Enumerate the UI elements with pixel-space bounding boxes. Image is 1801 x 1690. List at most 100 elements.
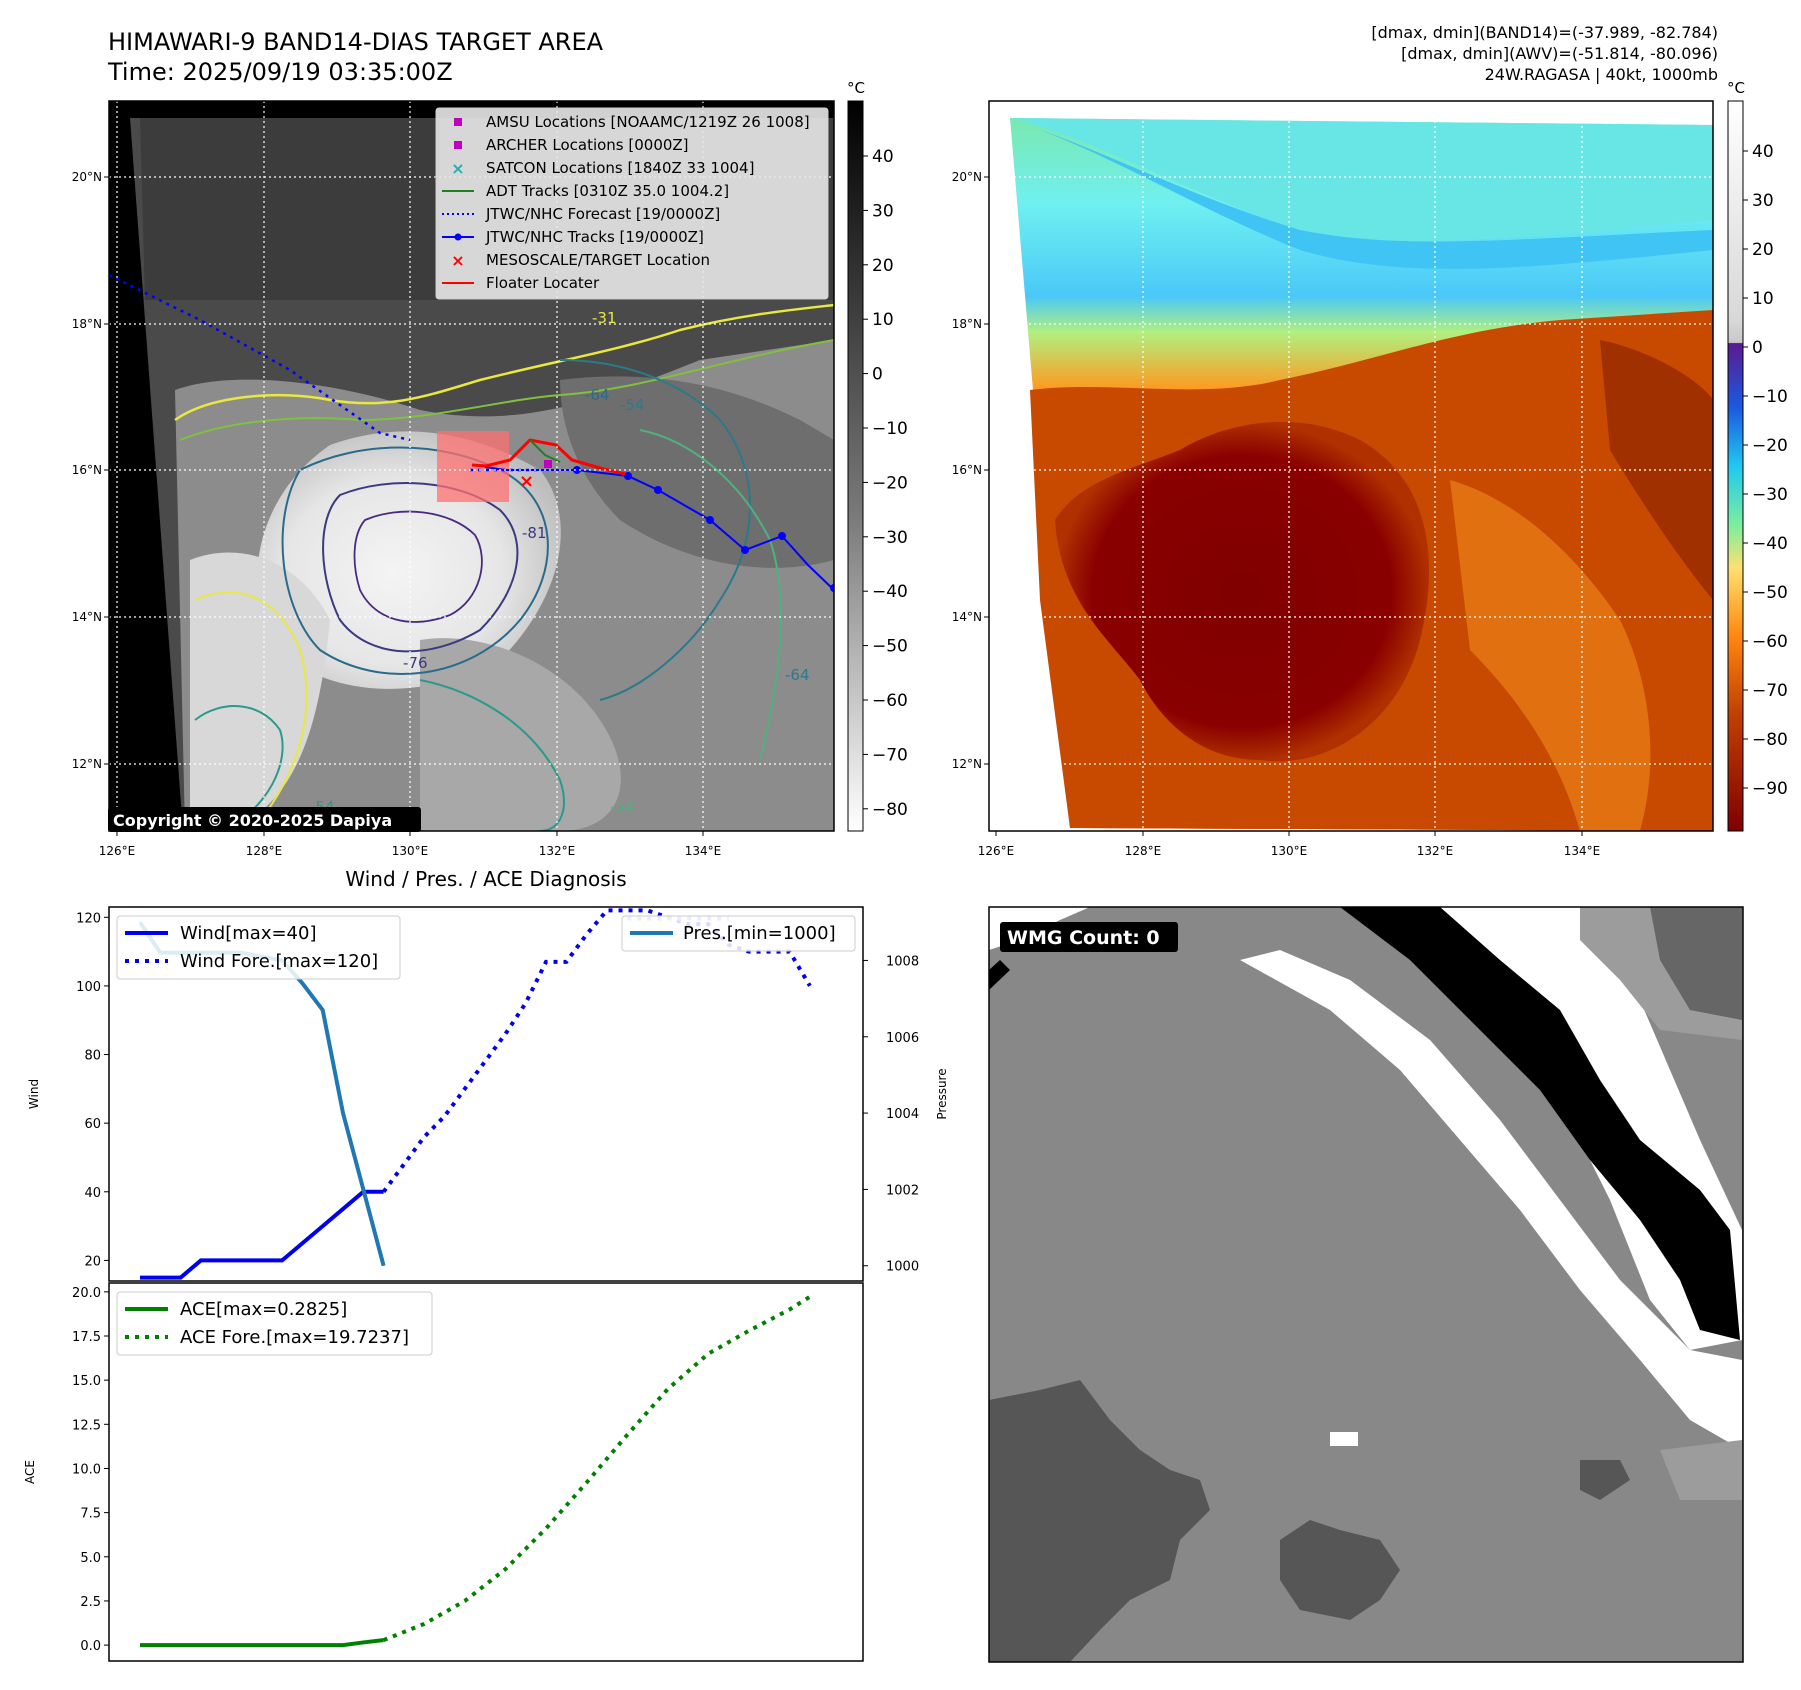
copyright-text: Copyright © 2020-2025 Dapiya — [113, 811, 392, 830]
legend-label: ACE[max=0.2825] — [180, 1299, 347, 1320]
ace-tick-label: 10.0 — [72, 1462, 101, 1477]
legend-entry: JTWC/NHC Forecast [19/0000Z] — [442, 205, 720, 223]
ace-tick-label: 2.5 — [80, 1595, 101, 1610]
colorbar-tick-label: −30 — [1752, 485, 1788, 505]
lat-tick-label: 14°N — [952, 610, 982, 624]
contour-yellow — [174, 303, 834, 422]
legend-entry: ARCHER Locations [0000Z] — [454, 136, 689, 154]
ace-tick-label: 5.0 — [80, 1551, 101, 1566]
wmg-panel: WMG Count: 0 — [988, 906, 1744, 1663]
wind-pressure-chart: Wind Pressure 20 40 60 80 100 120 1000 1002 1004… — [27, 906, 949, 1282]
wind-axis-label: Wind — [27, 1079, 41, 1109]
legend-marker: × — [451, 251, 464, 270]
awv-stats: [dmax, dmin](AWV)=(-51.814, -80.096) — [1401, 44, 1718, 63]
ace-legend-box: ACE[max=0.2825] ACE Fore.[max=19.7237] — [116, 1291, 433, 1356]
colorbar-tick-label: 40 — [872, 147, 894, 167]
band14-colorbar: °C 40 30 20 10 0 −10 −20 −30 −40 −50 −60 −70 −80 — [847, 79, 908, 832]
ace-tick-label: 15.0 — [72, 1374, 101, 1389]
colorbar-tick-label: 0 — [872, 365, 883, 385]
legend-entry: ADT Tracks [0310Z 35.0 1004.2] — [442, 182, 729, 200]
figure-time: Time: 2025/09/19 03:35:00Z — [107, 58, 453, 86]
colorbar-tick-label: −30 — [872, 528, 908, 548]
band14-stats: [dmax, dmin](BAND14)=(-37.989, -82.784) — [1371, 23, 1718, 42]
lon-tick-label: 130°E — [392, 844, 429, 858]
map-legend: AMSU Locations [NOAAMC/1219Z 26 1008] ARC… — [435, 107, 829, 300]
awv-map: 126°E 128°E 130°E 132°E 134°E 20°N 18°N 16°N 14°… — [952, 100, 1714, 858]
colorbar-tick-label: 10 — [872, 310, 894, 330]
lon-tick-label: 128°E — [1125, 844, 1162, 858]
pressure-tick-label: 1008 — [886, 954, 919, 969]
colorbar-tick-label: −70 — [1752, 681, 1788, 701]
colorbar-tick-label: 20 — [1752, 240, 1774, 260]
series-line-ace — [140, 1638, 384, 1648]
ace-tick-label: 20.0 — [72, 1286, 101, 1301]
lon-tick-label: 132°E — [1417, 844, 1454, 858]
wmg-dark-region — [989, 1380, 1210, 1662]
legend-label: Pres.[min=1000] — [683, 923, 836, 944]
wind-tick-label: 120 — [76, 911, 101, 926]
colorbar-tick-label: −40 — [872, 582, 908, 602]
floater-track — [471, 438, 626, 476]
colorbar-tick-label: −70 — [872, 745, 908, 765]
legend-entry: JTWC/NHC Tracks [19/0000Z] — [442, 228, 704, 246]
amsu-marker — [544, 460, 552, 468]
ace-tick-label: 12.5 — [72, 1418, 101, 1433]
pressure-tick-label: 1006 — [886, 1031, 919, 1046]
contour-label: -64 — [585, 386, 610, 404]
series-line-wind — [140, 1189, 384, 1280]
legend-marker: × — [451, 159, 464, 178]
pressure-tick-label: 1000 — [886, 1260, 919, 1275]
lat-tick-label: 12°N — [952, 757, 982, 771]
colorbar-tick-label: −50 — [872, 637, 908, 657]
lon-tick-label: 128°E — [246, 844, 283, 858]
contour-label: -54 — [620, 396, 645, 414]
colorbar-tick-label: −90 — [1752, 779, 1788, 799]
colorbar-tick-label: 30 — [872, 201, 894, 221]
band14-map: × -31 -54 -64 -76 -81 -54 -64 -54 AMS — [72, 100, 835, 858]
colorbar-tick-label: −80 — [1752, 730, 1788, 750]
legend-marker — [454, 118, 462, 126]
pressure-tick-label: 1002 — [886, 1183, 919, 1198]
colorbar-tick-label: −50 — [1752, 583, 1788, 603]
colorbar-tick-label: −20 — [1752, 436, 1788, 456]
contour-label: -54 — [610, 798, 635, 816]
legend-entry: AMSU Locations [NOAAMC/1219Z 26 1008] — [454, 113, 810, 131]
ace-chart: ACE 0.0 2.5 5.0 7.5 10.0 12.5 15.0 17.5 20.0 ACE… — [23, 1282, 864, 1662]
colorbar-tick-label: −60 — [872, 691, 908, 711]
pressure-legend-box: Pres.[min=1000] — [621, 915, 856, 952]
colorbar-unit: °C — [847, 79, 865, 97]
lon-tick-label: 126°E — [978, 844, 1015, 858]
legend-label: Floater Locater — [486, 274, 600, 292]
wmg-count-badge — [1000, 922, 1178, 952]
copyright-box — [108, 807, 421, 832]
colorbar-tick-label: 30 — [1752, 191, 1774, 211]
legend-label: Wind[max=40] — [180, 923, 317, 944]
ace-axis-label: ACE — [23, 1460, 37, 1484]
lat-tick-label: 20°N — [72, 170, 102, 184]
colorbar-tick-label: 40 — [1752, 142, 1774, 162]
wind-tick-label: 20 — [84, 1254, 101, 1269]
storm-info: 24W.RAGASA | 40kt, 1000mb — [1485, 65, 1718, 84]
diagnosis-title: Wind / Pres. / ACE Diagnosis — [345, 867, 626, 891]
lat-tick-label: 12°N — [72, 757, 102, 771]
legend-marker — [454, 141, 462, 149]
lon-tick-label: 126°E — [99, 844, 136, 858]
target-marker: × — [519, 471, 534, 492]
lat-tick-label: 18°N — [952, 317, 982, 331]
lat-tick-label: 14°N — [72, 610, 102, 624]
colorbar-tick-label: 10 — [1752, 289, 1774, 309]
colorbar-tick-label: 20 — [872, 256, 894, 276]
convective-core — [1055, 421, 1430, 762]
lon-tick-label: 134°E — [685, 844, 722, 858]
colorbar-tick-label: −20 — [872, 473, 908, 493]
colorbar-tick-label: −60 — [1752, 632, 1788, 652]
series-line-ace-fore — [382, 1295, 811, 1642]
contour-label: -81 — [522, 524, 547, 542]
colorbar-tick-label: −10 — [1752, 387, 1788, 407]
legend-label: JTWC/NHC Tracks [19/0000Z] — [485, 228, 704, 246]
lon-tick-label: 134°E — [1564, 844, 1601, 858]
pressure-tick-label: 1004 — [886, 1107, 919, 1122]
legend-entry: × SATCON Locations [1840Z 33 1004] — [451, 159, 754, 178]
wmg-count-text: WMG Count: 0 — [1007, 927, 1160, 949]
